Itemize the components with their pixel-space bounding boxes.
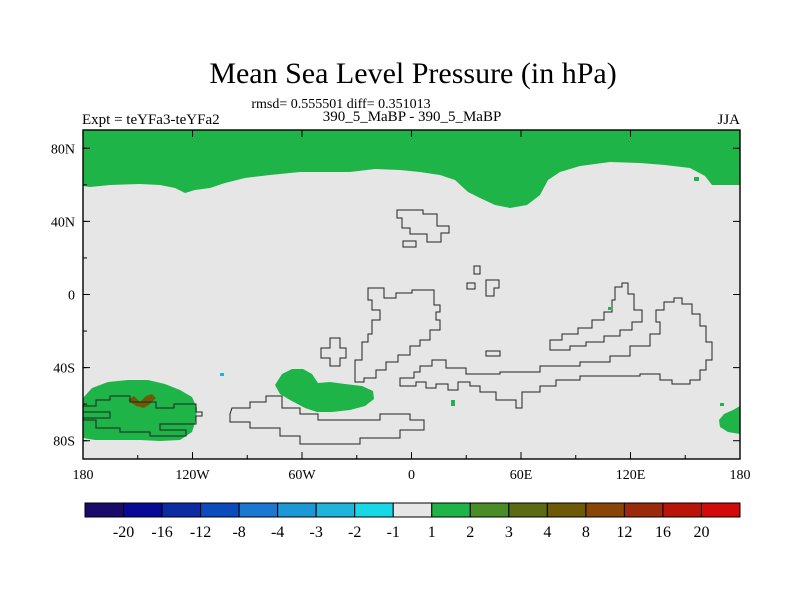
colorbar-swatch (277, 502, 317, 518)
colorbar-label: 20 (693, 524, 709, 541)
colorbar-label: 2 (466, 524, 474, 541)
colorbar-label: -1 (387, 524, 400, 541)
colorbar-label: -8 (232, 524, 245, 541)
colorbar-swatch (200, 502, 240, 518)
anomaly-speck (608, 307, 611, 310)
colorbar-label: -12 (190, 524, 211, 541)
coastline (485, 279, 500, 297)
x-tick-label: 60E (510, 468, 533, 483)
y-tick-label: 40N (51, 215, 75, 230)
y-tick-label: 0 (68, 289, 75, 304)
coastline (485, 350, 501, 357)
colorbar-swatch (700, 502, 741, 518)
colorbar-swatch (392, 502, 433, 518)
y-tick-label: 80S (53, 435, 75, 450)
colorbar-swatch (161, 502, 202, 518)
colorbar-swatch (508, 502, 548, 518)
colorbar-label: 8 (582, 524, 590, 541)
colorbar-swatch (469, 502, 510, 518)
coastline (82, 395, 203, 437)
chart-title: Mean Sea Level Pressure (in hPa) (209, 57, 616, 90)
colorbar-swatch (238, 502, 279, 518)
x-tick-label: 180 (730, 468, 751, 483)
x-tick-label: 120E (616, 468, 646, 483)
coastline (229, 395, 425, 445)
colorbar-swatch (546, 502, 587, 518)
x-tick-label: 180 (73, 468, 94, 483)
comparison-label: 390_5_MaBP - 390_5_MaBP (323, 109, 502, 125)
colorbar-label: -20 (113, 524, 134, 541)
coastlines (82, 209, 713, 445)
x-axis: 180 120W 60W 0 60E 120E 180 (73, 130, 751, 483)
coastline (549, 282, 643, 351)
y-axis: 80N 40N 0 40S 80S (51, 142, 740, 450)
y-tick-label: 40S (53, 362, 75, 377)
x-tick-label: 60W (288, 468, 316, 483)
colorbar-label: 4 (543, 524, 551, 541)
x-tick-label: 120W (175, 468, 210, 483)
colorbar-label: 3 (505, 524, 513, 541)
coastline (83, 411, 111, 419)
colorbar-label: -2 (348, 524, 361, 541)
southeast-anomaly-region (719, 406, 740, 434)
south-pacific-anomaly-region (83, 380, 197, 441)
anomaly-speck (694, 177, 699, 181)
colorbar-label: 1 (428, 524, 436, 541)
experiment-label: Expt = teYFa3-teYFa2 (82, 112, 220, 128)
coastline (473, 265, 481, 275)
colorbar-swatch (315, 502, 356, 518)
coastline (399, 297, 713, 409)
colorbar-label: -4 (271, 524, 284, 541)
colorbar-swatch (662, 502, 702, 518)
coastline (402, 240, 417, 248)
coastline (354, 287, 441, 383)
map-panel (82, 129, 741, 460)
colorbar-swatch (623, 502, 664, 518)
season-label: JJA (717, 112, 740, 128)
colorbar-swatch (431, 502, 471, 518)
coastline (466, 282, 476, 290)
stats-subtitle: rmsd= 0.555501 diff= 0.351013 (251, 97, 430, 112)
colorbar-label: 16 (655, 524, 671, 541)
colorbar-swatch (354, 502, 394, 518)
colorbar-swatch (585, 502, 625, 518)
south-atlantic-anomaly-region (275, 369, 374, 412)
coastline (396, 209, 450, 243)
coastline (320, 337, 347, 367)
colorbar-swatch (123, 502, 163, 518)
anomaly-speck (220, 373, 224, 376)
x-tick-label: 0 (408, 468, 415, 483)
anomaly-speck (720, 403, 724, 406)
colorbar: -20 -16 -12 -8 -4 -3 -2 -1 1 2 3 4 8 12 16 20 (84, 502, 741, 541)
colorbar-swatch (84, 502, 125, 518)
south-pacific-anomaly-core (128, 394, 156, 408)
arctic-anomaly-region (83, 130, 740, 208)
y-tick-label: 80N (51, 142, 75, 157)
colorbar-label: -16 (151, 524, 172, 541)
colorbar-label: -3 (310, 524, 323, 541)
colorbar-label: 12 (616, 524, 632, 541)
anomaly-speck (451, 400, 455, 406)
